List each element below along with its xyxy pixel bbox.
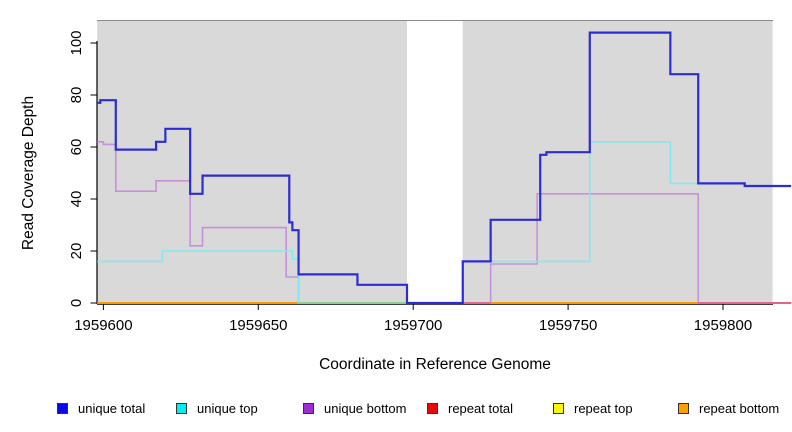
x-tick-label: 1959700: [384, 317, 442, 334]
x-tick-label: 1959750: [539, 317, 597, 334]
series-unique-total-line: [97, 31, 792, 305]
legend-item-repeat-bottom: repeat bottom: [678, 399, 779, 417]
legend-label: repeat bottom: [699, 400, 780, 416]
series-unique-bottom-line: [97, 141, 792, 304]
legend-swatch-unique-top: [176, 402, 187, 414]
legend-label: unique total: [78, 400, 146, 416]
legend-item-repeat-top: repeat top: [553, 399, 633, 417]
x-tick-label: 1959650: [229, 317, 287, 334]
y-tick-label: 0: [68, 299, 85, 307]
legend-swatch-repeat-total: [427, 402, 438, 414]
y-tick-label: 100: [68, 30, 85, 55]
legend-swatch-unique-total: [57, 402, 68, 414]
x-axis-title: Coordinate in Reference Genome: [319, 356, 551, 373]
y-tick-label: 60: [68, 139, 85, 156]
no-data-band: [407, 20, 463, 303]
y-tick-label: 40: [68, 191, 85, 208]
x-tick-label: 1959600: [74, 317, 132, 334]
y-tick-label: 20: [68, 243, 85, 260]
legend-label: repeat top: [574, 400, 633, 416]
legend-label: unique bottom: [324, 400, 407, 416]
legend-swatch-repeat-top: [553, 402, 564, 414]
legend-swatch-unique-bottom: [303, 402, 314, 414]
y-tick-label: 80: [68, 87, 85, 104]
x-tick-label: 1959800: [694, 317, 752, 334]
legend-item-unique-total: unique total: [57, 399, 145, 417]
legend-label: repeat total: [448, 400, 514, 416]
legend-item-unique-bottom: unique bottom: [303, 399, 406, 417]
legend-swatch-repeat-bottom: [678, 402, 689, 414]
legend-item-unique-top: unique top: [176, 399, 258, 417]
legend-label: unique top: [197, 400, 258, 416]
legend-item-repeat-total: repeat total: [427, 399, 513, 417]
y-axis-title: Read Coverage Depth: [20, 95, 37, 251]
legend: unique total unique top unique bottom repea…: [0, 399, 792, 419]
